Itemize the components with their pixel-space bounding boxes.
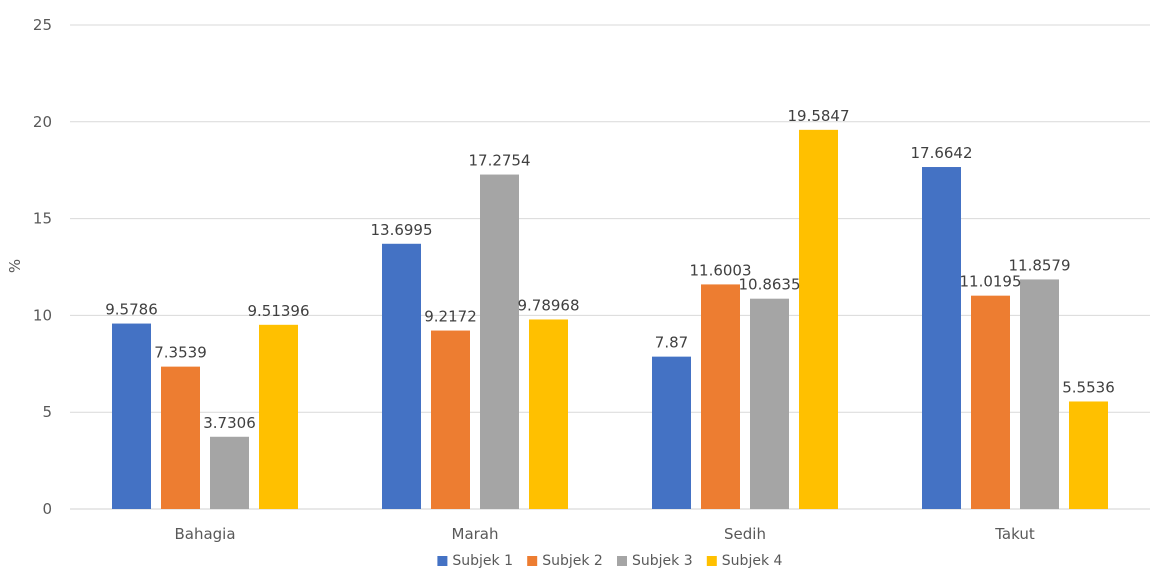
bar-subjek-3-takut [1020,279,1059,509]
data-label: 9.5786 [105,301,158,319]
legend-swatch [437,556,448,566]
data-label: 7.87 [655,334,688,352]
legend: Subjek 1 Subjek 2 Subjek 3 Subjek 4 [437,553,783,569]
legend-item: Subjek 3 [617,553,693,569]
bar-subjek-2-sedih [701,284,740,509]
y-tick-label: 15 [33,210,52,228]
data-label: 11.0195 [959,273,1021,291]
x-tick-label: Marah [452,525,499,543]
legend-swatch [706,556,717,566]
x-axis-ticks: Bahagia Marah Sedih Takut [174,525,1034,543]
y-tick-label: 20 [33,113,52,131]
bar-subjek-3-bahagia [210,436,249,509]
bar-subjek-4-bahagia [259,324,298,509]
y-axis-title: % [6,259,24,273]
data-label: 5.5536 [1062,378,1115,396]
x-tick-label: Bahagia [174,525,235,543]
data-labels: 9.5786 7.3539 3.7306 9.51396 13.6995 9.2172 17… [105,107,1115,432]
legend-item: Subjek 1 [437,553,513,569]
data-label: 11.6003 [689,261,751,279]
gridlines [70,24,1150,510]
data-label: 3.7306 [203,414,256,432]
data-label: 9.51396 [247,302,309,320]
bars [112,129,1108,509]
legend-label: Subjek 2 [542,553,603,569]
bar-subjek-1-takut [922,167,961,509]
legend-item: Subjek 2 [527,553,603,569]
legend-swatch [617,556,627,566]
y-tick-label: 10 [33,306,52,324]
x-tick-label: Takut [994,525,1035,543]
data-label: 7.3539 [154,344,207,362]
data-label: 11.8579 [1008,256,1070,274]
bar-subjek-1-marah [382,243,421,509]
bar-subjek-2-bahagia [161,366,200,509]
data-label: 17.6642 [910,144,972,162]
x-tick-label: Sedih [724,525,766,543]
legend-item: Subjek 4 [706,553,783,569]
data-label: 19.5847 [787,107,849,125]
y-axis-ticks: 0 5 10 15 20 25 [33,16,52,518]
bar-subjek-4-sedih [799,129,838,509]
bar-subjek-1-sedih [652,356,691,509]
y-tick-label: 5 [42,403,52,421]
bar-subjek-4-marah [529,319,568,509]
data-label: 17.2754 [468,152,530,170]
bar-subjek-2-takut [971,295,1010,509]
legend-label: Subjek 4 [722,553,783,569]
bar-subjek-4-takut [1069,401,1108,509]
bar-subjek-3-marah [480,174,519,509]
data-label: 9.78968 [517,296,579,314]
y-tick-label: 25 [33,16,52,34]
data-label: 10.8635 [738,276,800,294]
bar-subjek-3-sedih [750,298,789,509]
y-tick-label: 0 [42,500,52,518]
data-label: 9.2172 [424,308,477,326]
bar-subjek-1-bahagia [112,323,151,509]
data-label: 13.6995 [370,221,432,239]
legend-label: Subjek 3 [632,553,693,569]
legend-label: Subjek 1 [452,553,513,569]
legend-swatch [527,556,538,566]
bar-subjek-2-marah [431,330,470,509]
